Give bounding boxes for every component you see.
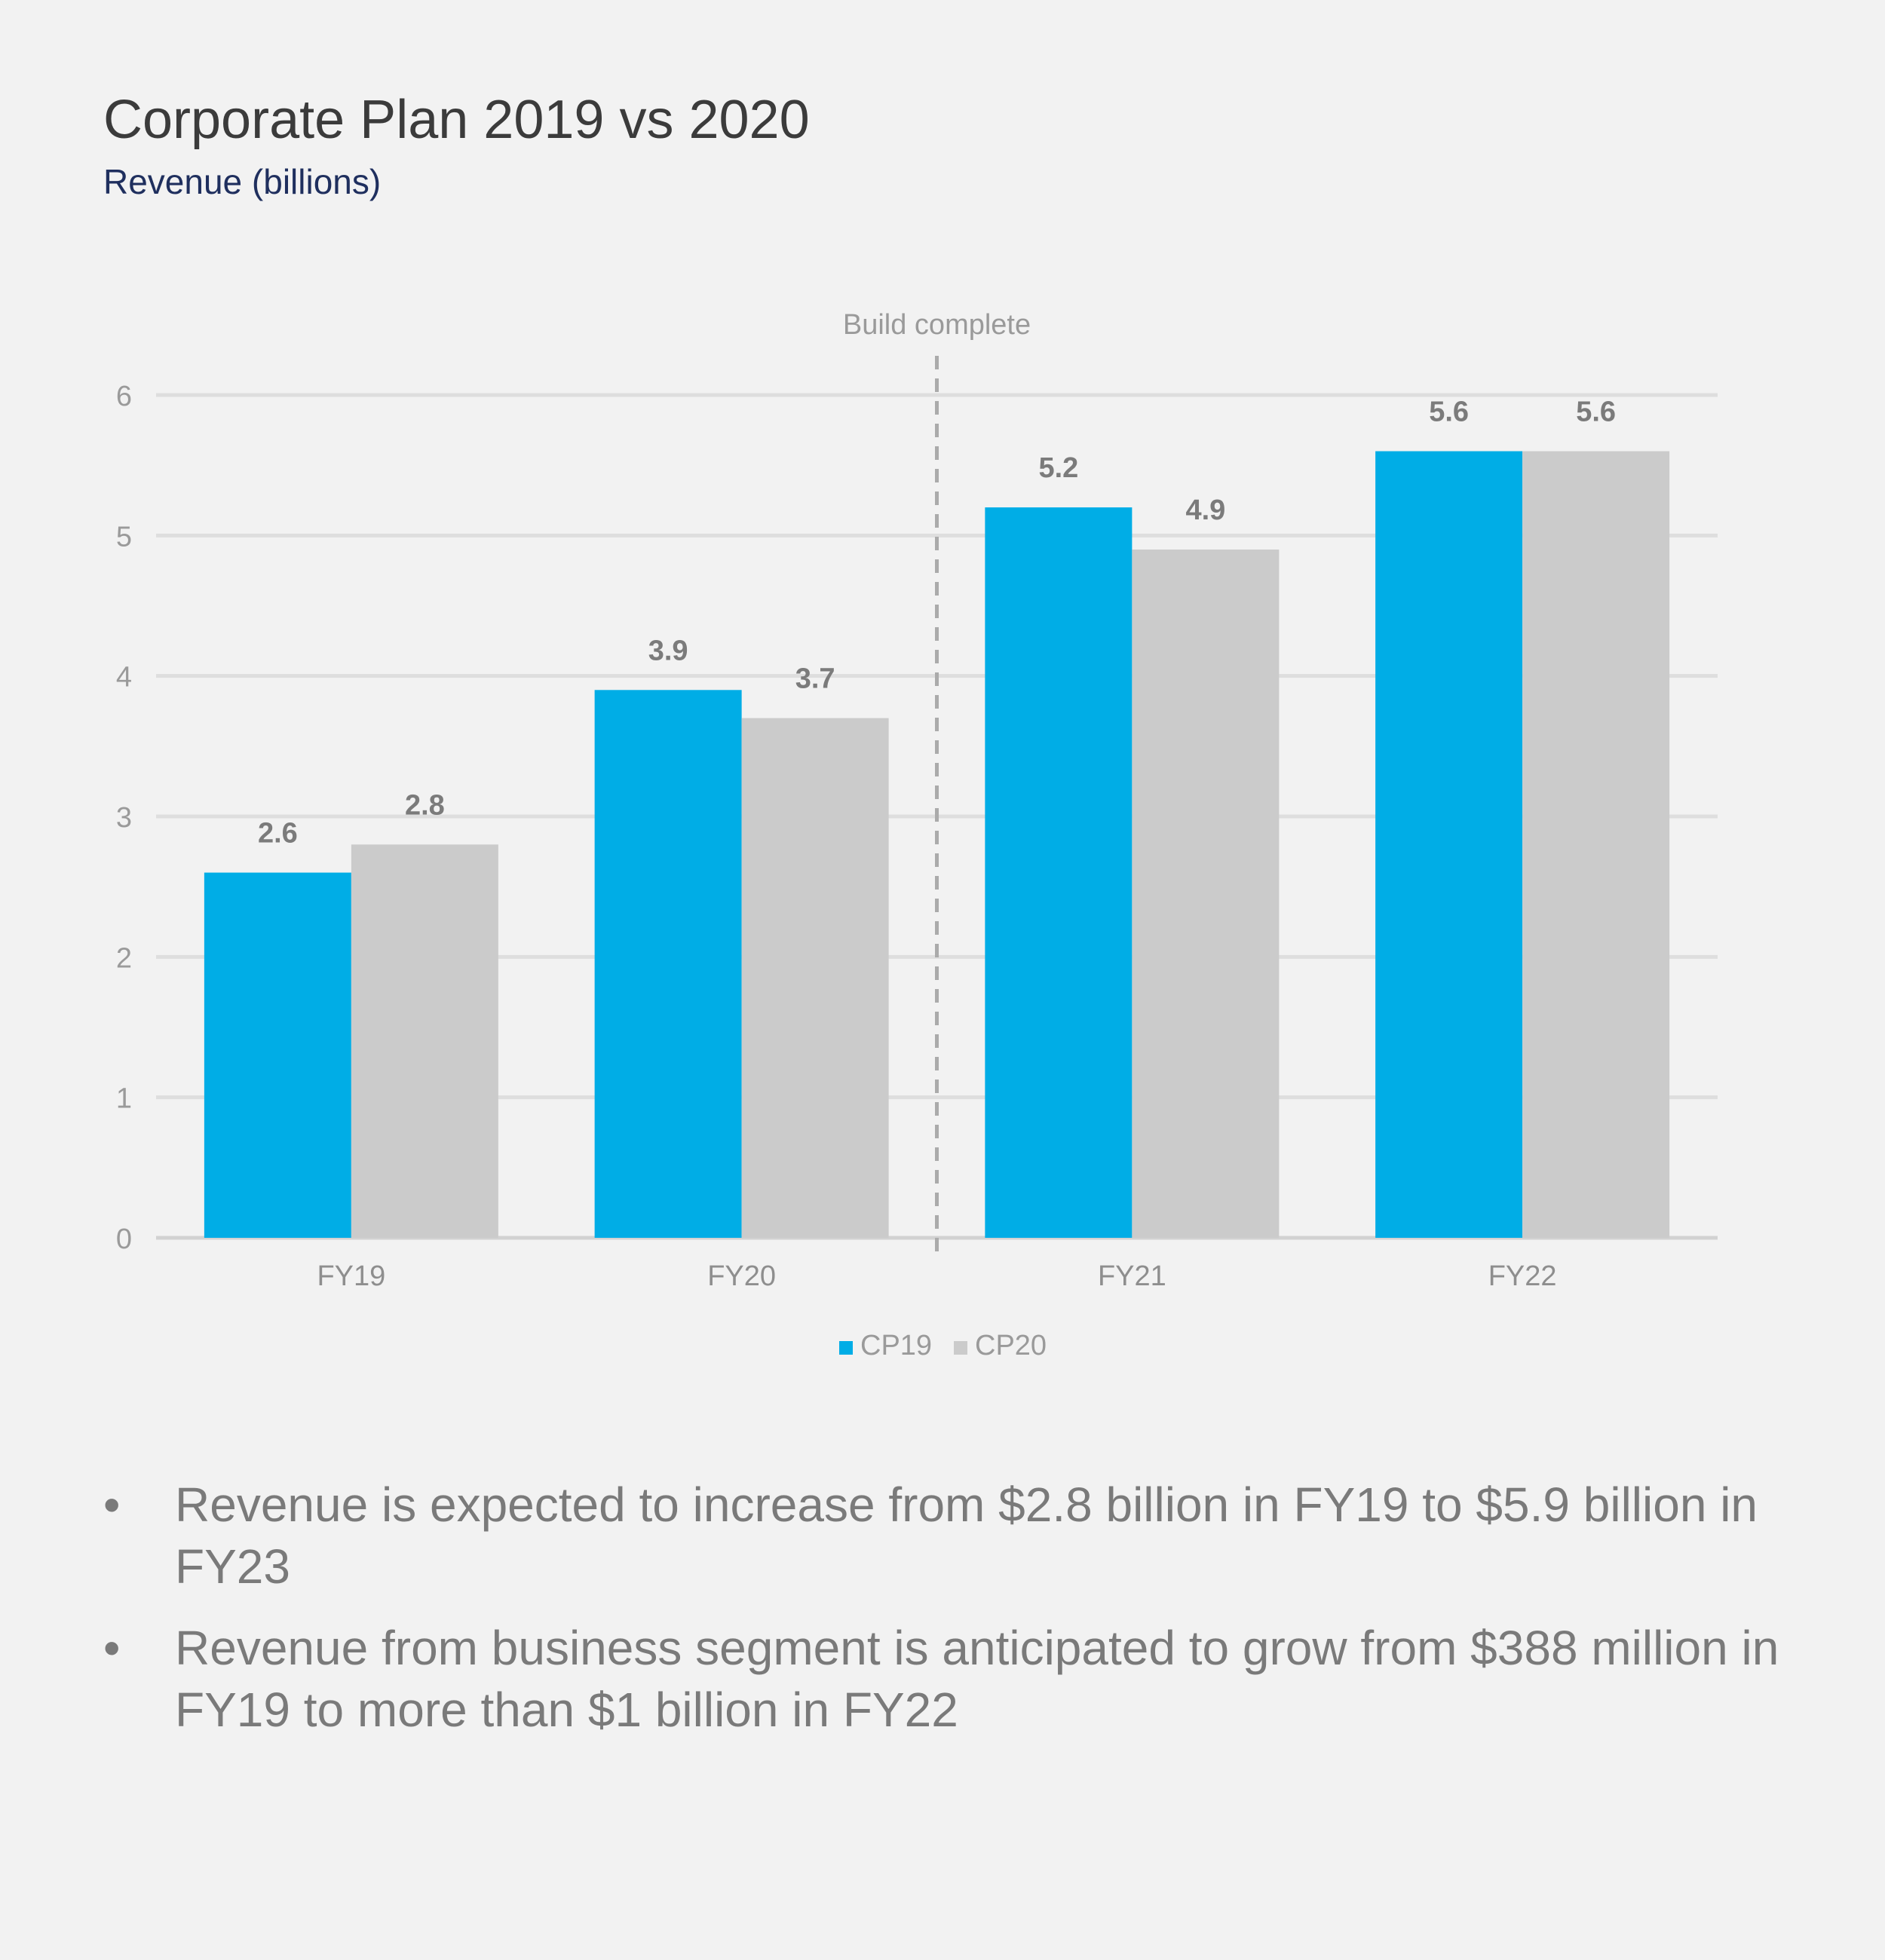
chart-title: Corporate Plan 2019 vs 2020 — [103, 90, 810, 150]
bar-cp20-fy22 — [1522, 451, 1670, 1238]
legend-label: CP20 — [975, 1330, 1047, 1361]
x-tick-label: FY19 — [317, 1260, 385, 1292]
annotation-label: Build complete — [843, 309, 1031, 341]
legend-label: CP19 — [860, 1330, 932, 1361]
data-label: 5.2 — [1038, 452, 1078, 484]
bar-cp19-fy19 — [204, 872, 351, 1238]
bullet-item: • Revenue is expected to increase from $… — [103, 1474, 1800, 1597]
data-label: 3.9 — [648, 635, 688, 666]
bar-cp19-fy21 — [985, 507, 1133, 1238]
bullet-item: • Revenue from business segment is antic… — [103, 1617, 1800, 1741]
bullet-text: Revenue from business segment is anticip… — [175, 1621, 1779, 1737]
y-tick-label: 3 — [116, 802, 132, 834]
data-label: 2.8 — [405, 789, 445, 821]
summary-bullets: • Revenue is expected to increase from $… — [103, 1474, 1800, 1760]
y-tick-label: 5 — [116, 521, 132, 553]
x-tick-label: FY22 — [1488, 1260, 1557, 1292]
data-label: 3.7 — [795, 663, 835, 695]
bar-cp19-fy22 — [1375, 451, 1523, 1238]
data-label: 5.6 — [1576, 397, 1616, 428]
data-label: 4.9 — [1185, 495, 1225, 526]
y-tick-label: 2 — [116, 942, 132, 974]
y-tick-label: 4 — [116, 662, 132, 694]
x-tick-label: FY21 — [1098, 1260, 1166, 1292]
y-tick-label: 1 — [116, 1083, 132, 1115]
chart-subtitle: Revenue (billions) — [103, 162, 382, 201]
bar-cp20-fy20 — [741, 718, 889, 1238]
bullet-icon: • — [103, 1478, 121, 1532]
bar-cp19-fy20 — [594, 690, 742, 1238]
data-label: 2.6 — [258, 818, 298, 850]
revenue-bar-chart: 0 1 2 3 4 5 6 2.6 2.8 FY19 3.9 3.7 FY20 5.2 4.9 FY21 5.6… — [116, 309, 1718, 1361]
legend-swatch-cp20 — [954, 1341, 967, 1355]
bar-cp20-fy21 — [1132, 549, 1280, 1238]
data-label: 5.6 — [1429, 397, 1469, 428]
legend-swatch-cp19 — [839, 1341, 853, 1355]
x-tick-label: FY20 — [707, 1260, 776, 1292]
bullet-icon: • — [103, 1621, 121, 1675]
bullet-text: Revenue is expected to increase from $2.… — [175, 1478, 1758, 1594]
y-tick-label: 0 — [116, 1223, 132, 1255]
bar-cp20-fy19 — [351, 844, 498, 1238]
y-tick-label: 6 — [116, 381, 132, 412]
